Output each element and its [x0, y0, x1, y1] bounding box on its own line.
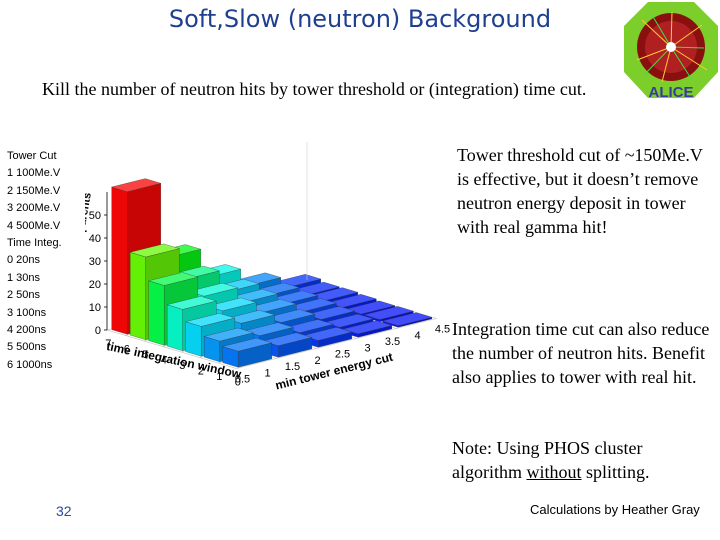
legend-line: 3 100ns [7, 306, 47, 319]
note-underline: without [526, 462, 582, 482]
alice-logo: ALICE [622, 0, 720, 101]
legend-line: 1 30ns [7, 271, 41, 284]
legend-line: 3 200Me.V [7, 202, 61, 215]
credit-text: Calculations by Heather Gray [530, 502, 700, 517]
legend-line: 1 100Me.V [7, 167, 61, 180]
bar-top-face [345, 300, 396, 315]
bar-side-face [148, 280, 165, 346]
floor-gridline [106, 329, 237, 369]
bar-top-face [305, 306, 356, 320]
bar-top-face [129, 243, 180, 258]
bar-top-face [185, 313, 236, 327]
bar-top-face [148, 272, 199, 286]
legend-line: 4 200ns [7, 324, 47, 337]
bar-side-face [185, 321, 202, 357]
lego-chart: 01020304050mean number parents76543210ti… [62, 140, 455, 393]
bar-top-face [363, 306, 414, 320]
legend-line: 6 1000ns [7, 358, 53, 371]
bar-side-face [111, 186, 128, 335]
bar-side-face [130, 252, 146, 341]
bar-top-face [222, 337, 273, 352]
note-post: splitting. [581, 462, 650, 482]
legend-line: 4 500Me.V [7, 219, 61, 232]
legend: Tower Cut 1 100Me.V 2 150Me.V 3 200Me.V 4 50… [7, 148, 87, 374]
z-tick-label: 1 [264, 367, 270, 379]
logo-text: ALICE [649, 84, 694, 100]
bar-top-face [302, 327, 353, 341]
x-tick-label: 2 [198, 365, 204, 377]
z-tick-label: 2 [314, 355, 320, 367]
slide-subtitle: Kill the number of neutron hits by tower… [42, 79, 587, 99]
slide-title: Soft,Slow (neutron) Background [168, 5, 552, 33]
z-tick-label: 4 [414, 330, 420, 342]
y-tick-label: 30 [89, 256, 101, 268]
z-tick-label: 0.5 [235, 374, 250, 386]
z-tick-label: 4.5 [435, 324, 450, 336]
bar-top-face [265, 309, 316, 323]
y-tick-label: 10 [89, 302, 101, 314]
note-pre: Note: Using PHOS cluster algorithm [452, 438, 643, 482]
bar-top-face [323, 313, 374, 328]
bar-top-face [326, 294, 377, 308]
bar-top-face [225, 310, 276, 324]
bar-top-face [262, 332, 313, 346]
integration-time-text: Integration time cut can also reduce the… [452, 319, 710, 387]
page-number: 32 [56, 503, 72, 519]
legend-line: 5 500ns [7, 341, 47, 354]
bar-top-face [342, 320, 393, 334]
legend-line: 2 50ns [7, 289, 41, 302]
y-tick-label: 20 [89, 279, 101, 291]
bar-top-face [203, 327, 254, 342]
y-tick-label: 50 [89, 210, 101, 222]
z-tick-label: 2.5 [335, 349, 350, 361]
bar-side-face [167, 304, 183, 352]
x-tick-label: 3 [179, 360, 185, 372]
note-text: Note: Using PHOS cluster algorithm witho… [452, 436, 712, 484]
legend-line: 2 150Me.V [7, 184, 61, 197]
bar-top-face [111, 178, 162, 192]
lego-bar [222, 337, 273, 368]
bar-top-face [206, 297, 257, 312]
x-tick-label: 6 [124, 343, 130, 355]
y-tick-label: 0 [95, 325, 101, 337]
x-tick-label: 4 [161, 354, 167, 366]
legend-line: Time Integ. [7, 237, 62, 250]
x-tick-label: 0 [235, 376, 241, 388]
legend-line: 0 20ns [7, 254, 41, 267]
z-tick-label: 3 [364, 342, 370, 354]
lego-bar [382, 312, 433, 328]
bar-top-face [283, 319, 334, 333]
bar-top-face [166, 296, 217, 310]
floor-gridline [236, 318, 437, 369]
x-tick-label: 7 [105, 338, 111, 350]
tower-threshold-text: Tower threshold cut of ~150Me.V is effec… [457, 145, 703, 237]
z-tick-label: 3.5 [385, 336, 400, 348]
x-tick-label: 1 [216, 371, 222, 383]
bar-top-face [188, 282, 239, 297]
bar-top-face [382, 312, 433, 326]
y-tick-label: 40 [89, 233, 101, 245]
z-tick-label: 1.5 [285, 361, 300, 373]
legend-line: Tower Cut [7, 150, 57, 162]
bar-top-face [243, 322, 294, 336]
x-tick-label: 5 [142, 349, 148, 361]
